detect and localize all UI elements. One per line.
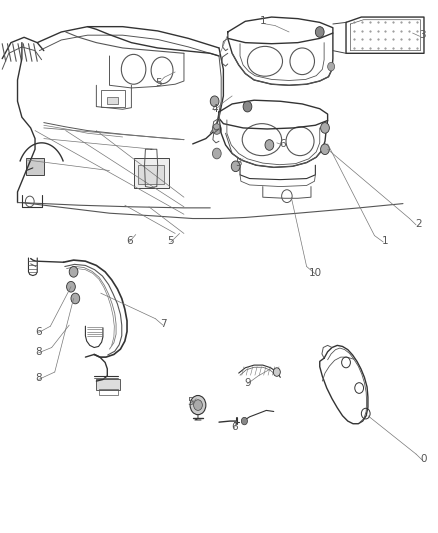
Text: 8: 8 (35, 374, 42, 383)
Bar (96, 379, 120, 390)
Circle shape (321, 123, 329, 133)
Text: 7: 7 (159, 319, 166, 329)
Circle shape (273, 368, 280, 376)
Circle shape (328, 62, 335, 71)
Circle shape (67, 281, 75, 292)
Text: 0: 0 (421, 455, 427, 464)
Circle shape (212, 148, 221, 159)
Text: 4: 4 (211, 104, 218, 114)
Circle shape (241, 417, 247, 425)
Circle shape (194, 400, 202, 410)
Text: 6: 6 (35, 327, 42, 336)
Text: 6: 6 (126, 236, 133, 246)
Text: 2: 2 (415, 219, 422, 229)
Circle shape (243, 101, 252, 112)
Bar (134, 158, 169, 188)
Circle shape (321, 144, 329, 155)
Bar (138, 165, 164, 184)
Text: 1: 1 (382, 236, 389, 246)
Text: 1: 1 (259, 17, 266, 26)
Circle shape (210, 96, 219, 107)
Text: 5: 5 (187, 398, 194, 407)
Text: 3: 3 (419, 30, 426, 39)
Text: 6: 6 (279, 139, 286, 149)
Circle shape (265, 140, 274, 150)
Circle shape (231, 161, 240, 172)
Text: 5: 5 (167, 236, 174, 246)
Text: 8: 8 (35, 347, 42, 357)
Circle shape (190, 395, 206, 415)
Circle shape (69, 266, 78, 277)
Circle shape (315, 27, 324, 37)
Text: 5: 5 (155, 78, 162, 87)
Text: 6: 6 (231, 423, 238, 432)
Circle shape (71, 293, 80, 304)
Bar (107, 97, 118, 104)
Bar (26, 158, 44, 175)
Text: 9: 9 (244, 378, 251, 387)
Bar (99, 389, 118, 395)
Bar (101, 90, 125, 107)
Text: 5: 5 (235, 158, 242, 167)
Circle shape (212, 124, 221, 134)
Text: 10: 10 (309, 268, 322, 278)
